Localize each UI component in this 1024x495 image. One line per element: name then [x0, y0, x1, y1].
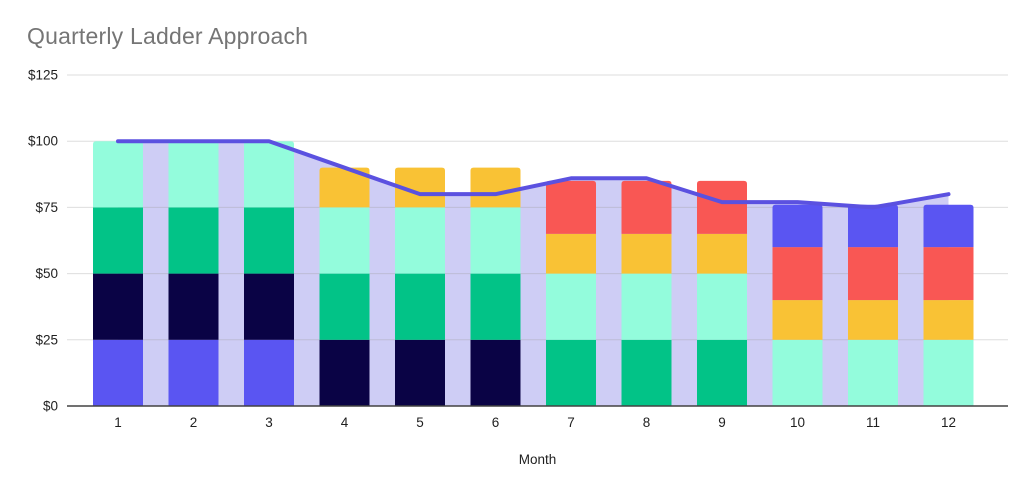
bar-segment-green[interactable] — [168, 207, 219, 274]
y-tick-label: $125 — [28, 68, 58, 83]
x-tick-label: 6 — [492, 415, 500, 430]
y-tick-label: $50 — [35, 266, 58, 281]
y-tick-label: $75 — [35, 200, 58, 215]
bar-segment-blue-bottom[interactable] — [93, 339, 143, 406]
bar-segment-orange[interactable] — [395, 167, 445, 208]
bar-segment-green[interactable] — [546, 339, 596, 406]
x-axis-title: Month — [518, 452, 557, 467]
x-tick-label: 3 — [265, 415, 273, 430]
bar-segment-blue-top[interactable] — [848, 204, 898, 248]
bar-segment-navy[interactable] — [319, 339, 370, 406]
bar-segment-navy[interactable] — [168, 273, 219, 340]
bar-segment-red[interactable] — [621, 180, 672, 234]
bar-segment-red[interactable] — [848, 247, 898, 301]
bar-segment-red[interactable] — [546, 180, 596, 234]
bar-segment-orange[interactable] — [621, 233, 672, 274]
bar-segment-mint[interactable] — [93, 141, 143, 208]
bar-segment-mint[interactable] — [395, 207, 445, 274]
bar-segment-orange[interactable] — [848, 300, 898, 340]
bar-segment-mint[interactable] — [697, 273, 747, 340]
x-tick-label: 9 — [718, 415, 726, 430]
bar-segment-mint[interactable] — [923, 339, 974, 406]
bar-segment-blue-bottom[interactable] — [244, 339, 294, 406]
y-tick-label: $0 — [43, 399, 58, 414]
bar-segment-blue-top[interactable] — [772, 204, 823, 248]
bar-segment-mint[interactable] — [621, 273, 672, 340]
x-tick-label: 4 — [341, 415, 349, 430]
bar-segment-mint[interactable] — [168, 141, 219, 208]
bar-segment-green[interactable] — [319, 273, 370, 340]
bar-segment-green[interactable] — [395, 273, 445, 340]
bar-segment-red[interactable] — [697, 180, 747, 234]
y-tick-label: $25 — [35, 332, 58, 347]
bar-segment-orange[interactable] — [772, 300, 823, 340]
x-tick-label: 5 — [416, 415, 424, 430]
bar-segment-green[interactable] — [621, 339, 672, 406]
bar-segment-navy[interactable] — [395, 339, 445, 406]
bar-segment-green[interactable] — [244, 207, 294, 274]
bar-segment-mint[interactable] — [546, 273, 596, 340]
bar-segment-red[interactable] — [772, 247, 823, 301]
bar-segment-orange[interactable] — [546, 233, 596, 274]
bar-segment-orange[interactable] — [697, 233, 747, 274]
x-tick-label: 1 — [114, 415, 122, 430]
x-tick-label: 8 — [643, 415, 651, 430]
bar-segment-orange[interactable] — [470, 167, 521, 208]
bar-segment-mint[interactable] — [319, 207, 370, 274]
x-tick-label: 2 — [190, 415, 198, 430]
bar-segment-green[interactable] — [697, 339, 747, 406]
x-tick-label: 10 — [790, 415, 805, 430]
bar-segment-green[interactable] — [93, 207, 143, 274]
x-tick-label: 11 — [866, 415, 880, 430]
bar-segment-navy[interactable] — [93, 273, 143, 340]
bar-segment-navy[interactable] — [244, 273, 294, 340]
chart-title: Quarterly Ladder Approach — [27, 23, 309, 49]
y-tick-label: $100 — [28, 134, 58, 149]
bar-segment-mint[interactable] — [772, 339, 823, 406]
x-tick-label: 12 — [941, 415, 956, 430]
bar-segment-blue-bottom[interactable] — [168, 339, 219, 406]
trend-line[interactable] — [116, 139, 951, 210]
x-tick-label: 7 — [567, 415, 575, 430]
bar-segment-navy[interactable] — [470, 339, 521, 406]
bar-segment-mint[interactable] — [848, 339, 898, 406]
bar-segment-green[interactable] — [470, 273, 521, 340]
bar-segment-mint[interactable] — [244, 141, 294, 208]
bar-segment-mint[interactable] — [470, 207, 521, 274]
bar-segment-red[interactable] — [923, 247, 974, 301]
bar-segment-orange[interactable] — [319, 167, 370, 208]
bar-segment-orange[interactable] — [923, 300, 974, 340]
bar-segment-blue-top[interactable] — [923, 204, 974, 248]
